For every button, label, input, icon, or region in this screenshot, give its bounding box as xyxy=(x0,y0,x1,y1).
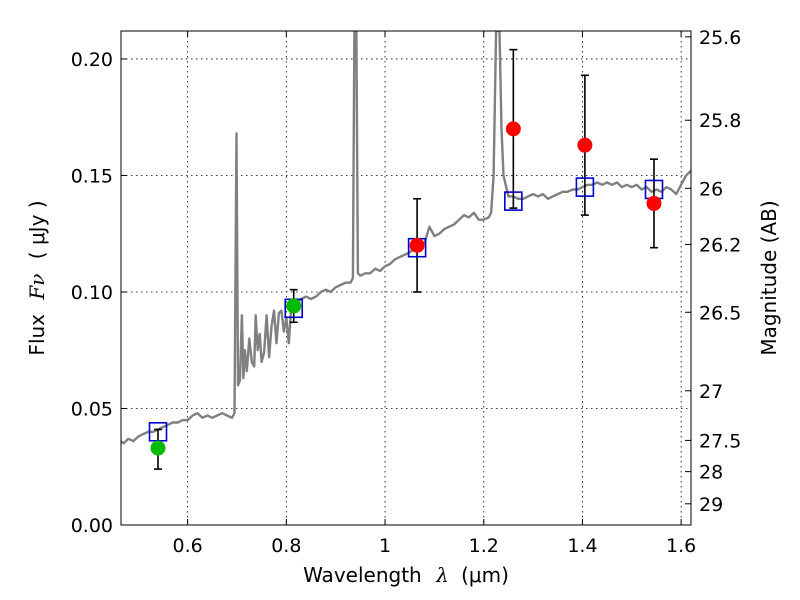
observed-point-red xyxy=(409,237,425,253)
observed-point-red xyxy=(646,195,662,211)
y-tick-label: 0.00 xyxy=(71,515,113,537)
y-axis-title-unit: ( μJy ) xyxy=(25,200,49,259)
y-axis-title-symbol: Fν xyxy=(25,274,49,301)
right-tick-label: 27 xyxy=(699,381,723,403)
x-tick-label: 1.4 xyxy=(567,535,597,557)
x-tick-label: 1.6 xyxy=(666,535,696,557)
synthetic-photometry-square xyxy=(504,191,523,211)
observed-point-red xyxy=(505,121,521,137)
x-tick-label: 0.6 xyxy=(173,535,203,557)
plot-frame xyxy=(120,30,692,526)
observed-point-red xyxy=(577,137,593,153)
right-tick-label: 27.5 xyxy=(699,430,741,452)
right-tick-label: 26 xyxy=(699,178,723,200)
x-axis-title: Wavelength λ (μm) xyxy=(303,563,509,587)
y-axis-title-main: Flux xyxy=(25,314,49,356)
right-ticks: 25.6 25.8 26 26.2 26.5 27 27.5 28 29 xyxy=(685,27,741,516)
right-tick-label: 28 xyxy=(699,462,723,484)
x-tick-label: 1 xyxy=(379,535,391,557)
right-tick-label: 26.5 xyxy=(699,302,741,324)
plot-background xyxy=(121,31,691,525)
x-tick-label: 1.2 xyxy=(469,535,499,557)
observed-point-green xyxy=(150,440,166,456)
x-axis-title-main: Wavelength xyxy=(303,563,422,587)
y-tick-label: 0.20 xyxy=(71,49,113,71)
y-axis-title: Flux Fν ( μJy ) xyxy=(25,200,49,355)
x-axis-title-unit: (μm) xyxy=(461,563,509,587)
right-tick-label: 29 xyxy=(699,494,723,516)
y-ticks: 0.00 0.05 0.10 0.15 0.20 xyxy=(71,49,127,537)
synthetic-photometry-square xyxy=(575,177,595,197)
y-tick-label: 0.15 xyxy=(71,165,113,187)
y-tick-label: 0.10 xyxy=(71,282,113,304)
x-ticks: 0.6 0.8 1 1.2 1.4 1.6 xyxy=(173,31,696,557)
model-spectrum-line xyxy=(121,31,691,445)
y-tick-label: 0.05 xyxy=(71,398,113,420)
x-axis-title-symbol: λ xyxy=(435,563,449,587)
markers xyxy=(148,48,664,470)
right-tick-label: 25.8 xyxy=(699,110,741,132)
right-tick-label: 26.2 xyxy=(699,234,741,256)
plot-area xyxy=(121,31,691,445)
x-tick-label: 0.8 xyxy=(271,535,301,557)
right-tick-label: 25.6 xyxy=(699,27,741,49)
right-axis-title: Magnitude (AB) xyxy=(757,200,781,355)
observed-point-green xyxy=(286,298,302,314)
